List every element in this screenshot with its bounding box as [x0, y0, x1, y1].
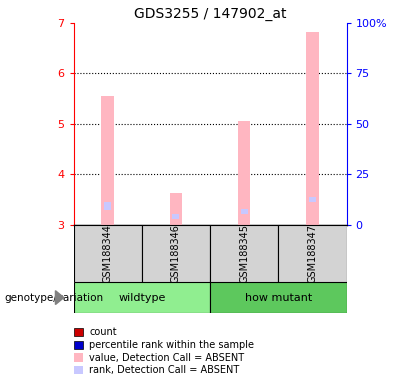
- Text: percentile rank within the sample: percentile rank within the sample: [89, 340, 254, 350]
- Text: wildtype: wildtype: [118, 293, 165, 303]
- Text: GSM188344: GSM188344: [102, 224, 113, 283]
- Text: how mutant: how mutant: [244, 293, 312, 303]
- Bar: [210, 225, 278, 282]
- Bar: [278, 225, 346, 282]
- Bar: [74, 225, 142, 282]
- Bar: [104, 202, 111, 210]
- Title: GDS3255 / 147902_at: GDS3255 / 147902_at: [134, 7, 286, 21]
- Bar: [238, 121, 250, 225]
- Text: GSM188347: GSM188347: [307, 224, 318, 283]
- Bar: [142, 225, 210, 282]
- Text: rank, Detection Call = ABSENT: rank, Detection Call = ABSENT: [89, 365, 239, 375]
- Bar: [170, 194, 182, 225]
- Bar: [102, 96, 114, 225]
- Text: genotype/variation: genotype/variation: [4, 293, 103, 303]
- Text: count: count: [89, 327, 117, 337]
- Text: value, Detection Call = ABSENT: value, Detection Call = ABSENT: [89, 353, 244, 362]
- Bar: [306, 32, 318, 225]
- Bar: [210, 282, 346, 313]
- Bar: [241, 209, 247, 214]
- Bar: [173, 214, 179, 218]
- Bar: [74, 282, 210, 313]
- Bar: [309, 197, 316, 202]
- Text: GSM188346: GSM188346: [171, 224, 181, 283]
- Text: GSM188345: GSM188345: [239, 224, 249, 283]
